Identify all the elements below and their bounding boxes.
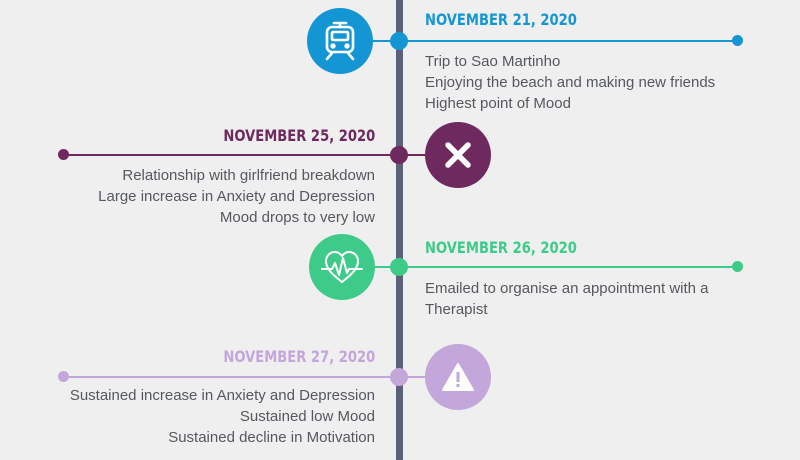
event-date: NOVEMBER 27, 2020	[223, 347, 375, 366]
description-line: Therapist	[425, 301, 488, 318]
warning-icon	[425, 344, 491, 410]
end-dot	[58, 371, 69, 382]
connector-line	[340, 40, 738, 42]
event-description: Emailed to organise an appointment with …	[425, 278, 755, 320]
description-line: Trip to Sao Martinho	[425, 53, 561, 70]
connector-line	[64, 154, 464, 156]
event-description: Sustained increase in Anxiety and Depres…	[15, 385, 375, 448]
end-dot	[732, 261, 743, 272]
timeline-axis	[396, 0, 403, 460]
description-line: Emailed to organise an appointment with …	[425, 280, 709, 297]
axis-dot	[390, 32, 408, 50]
description-line: Relationship with girlfriend breakdown	[122, 167, 375, 184]
event-description: Trip to Sao Martinho Enjoying the beach …	[425, 51, 755, 114]
description-line: Highest point of Mood	[425, 95, 571, 112]
connector-line	[64, 376, 464, 378]
event-date: NOVEMBER 26, 2020	[425, 238, 577, 257]
description-line: Sustained decline in Motivation	[168, 429, 375, 446]
connector-line	[340, 266, 738, 268]
axis-dot	[390, 146, 408, 164]
description-line: Large increase in Anxiety and Depression	[98, 188, 375, 205]
description-line: Mood drops to very low	[219, 209, 375, 226]
axis-dot	[390, 258, 408, 276]
event-date: NOVEMBER 25, 2020	[223, 126, 375, 145]
description-line: Sustained low Mood	[239, 408, 375, 425]
description-line: Enjoying the beach and making new friend…	[425, 74, 716, 91]
axis-dot	[390, 368, 408, 386]
event-description: Relationship with girlfriend breakdown L…	[15, 165, 375, 228]
description-line: Sustained increase in Anxiety and Depres…	[69, 387, 375, 404]
train-icon	[307, 8, 373, 74]
end-dot	[58, 149, 69, 160]
end-dot	[732, 35, 743, 46]
heartbeat-icon	[309, 234, 375, 300]
event-date: NOVEMBER 21, 2020	[425, 10, 577, 29]
close-x-icon	[425, 122, 491, 188]
